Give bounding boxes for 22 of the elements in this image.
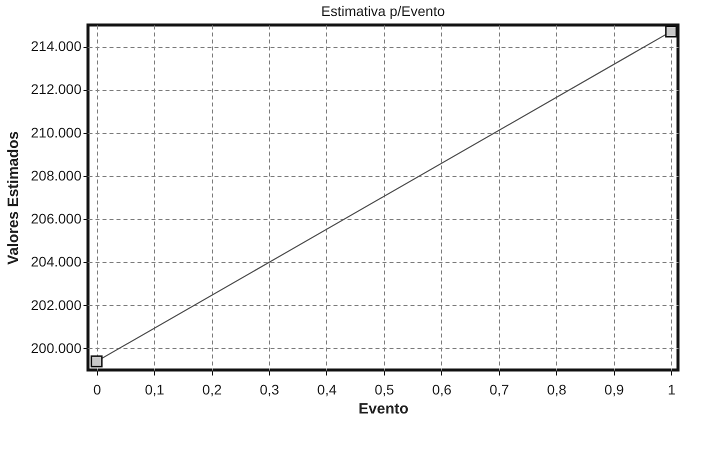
chart-title: Estimativa p/Evento [321, 3, 446, 20]
y-tick-label: 200.000 [30, 340, 82, 356]
x-tick-label: 0,7 [490, 382, 510, 398]
y-tick-label: 204.000 [30, 254, 82, 270]
y-tick-label: 210.000 [30, 124, 82, 140]
y-tick-label: 202.000 [30, 296, 82, 313]
y-tick-label: 212.000 [30, 81, 82, 98]
y-tick-label: 208.000 [30, 167, 82, 184]
x-tick-label: 0,5 [374, 382, 394, 398]
x-tick-label: 0,8 [546, 382, 567, 398]
x-tick-label: 0 [93, 382, 102, 398]
x-tick-label: 1 [668, 382, 676, 398]
x-tick-label: 0,6 [432, 382, 452, 398]
x-tick-label: 0,9 [604, 382, 624, 398]
y-tick-label: 214.000 [30, 38, 82, 54]
x-tick-label: 0,4 [317, 382, 337, 398]
y-axis-title: Valores Estimados [4, 131, 22, 265]
y-tick-label: 206.000 [30, 210, 82, 227]
x-axis-title: Evento [358, 400, 409, 418]
x-tick-label: 0,2 [202, 382, 222, 398]
x-tick-label: 0,3 [260, 382, 280, 398]
x-tick-label: 0,1 [144, 382, 165, 398]
